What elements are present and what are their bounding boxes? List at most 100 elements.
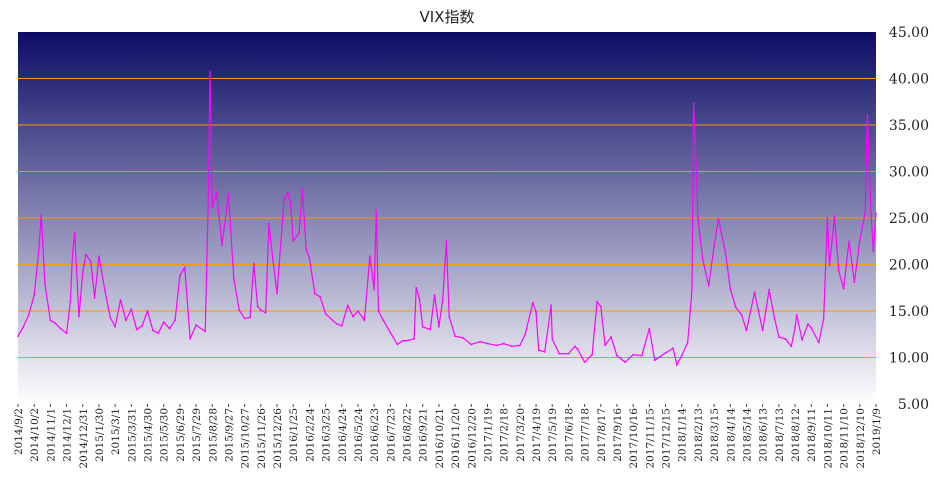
x-tick-label: 2017/12/15	[661, 408, 673, 469]
chart-title: VIX指数	[419, 8, 475, 26]
data-point	[531, 301, 534, 304]
data-point	[256, 305, 259, 308]
data-point	[178, 274, 181, 277]
data-point	[462, 337, 465, 339]
data-point	[141, 324, 144, 327]
data-point	[168, 327, 171, 330]
x-tick-label: 2018/10/11	[822, 408, 834, 469]
data-point	[243, 317, 246, 320]
data-point	[573, 345, 576, 348]
x-tick-label: 2017/3/20	[515, 408, 527, 462]
x-tick-label: 2017/9/16	[612, 408, 624, 462]
data-point	[591, 353, 594, 356]
data-point	[292, 240, 295, 243]
y-tick-label: 5.00	[898, 397, 929, 413]
y-tick-label: 35.00	[889, 118, 929, 134]
data-point	[858, 239, 861, 242]
data-point	[826, 217, 829, 219]
data-point	[717, 218, 720, 220]
x-tick-label: 2019/1/9	[871, 408, 883, 455]
data-point	[85, 253, 87, 256]
x-tick-label: 2015/3/31	[126, 408, 138, 462]
data-point	[382, 319, 385, 322]
data-point	[49, 319, 52, 322]
data-point	[195, 324, 197, 326]
data-point	[37, 252, 40, 255]
x-tick-label: 2016/11/20	[450, 408, 462, 469]
x-tick-label: 2018/11/10	[839, 408, 851, 469]
data-point	[828, 264, 831, 267]
x-tick-label: 2015/9/27	[224, 408, 236, 462]
y-tick-label: 30.00	[889, 165, 929, 181]
data-point	[640, 354, 643, 357]
data-point	[298, 231, 301, 234]
data-point	[675, 364, 678, 366]
data-point	[537, 349, 540, 351]
data-point	[795, 313, 798, 316]
x-tick-label: 2018/7/13	[774, 408, 786, 462]
x-tick-label: 2018/9/11	[806, 408, 818, 462]
data-point	[189, 338, 192, 340]
data-point	[81, 271, 84, 273]
y-tick-label: 15.00	[889, 304, 929, 320]
data-point	[433, 294, 436, 297]
data-point	[336, 323, 338, 325]
data-point	[69, 300, 72, 303]
data-point	[794, 326, 796, 329]
data-point	[495, 344, 498, 347]
data-point	[415, 286, 418, 289]
data-point	[596, 300, 598, 303]
data-point	[583, 361, 586, 364]
data-point	[510, 345, 513, 348]
data-point	[377, 310, 380, 312]
x-tick-label: 2016/3/25	[321, 408, 333, 462]
data-point	[822, 317, 825, 320]
data-point	[289, 201, 292, 204]
data-point	[27, 313, 30, 316]
data-point	[319, 296, 322, 298]
data-point	[346, 304, 349, 307]
data-point	[252, 262, 255, 265]
x-tick-label: 2014/11/1	[45, 408, 57, 462]
data-point	[470, 343, 473, 346]
data-point	[207, 189, 210, 192]
x-tick-label: 2016/5/24	[353, 408, 365, 462]
data-point	[368, 255, 371, 258]
x-tick-label: 2017/2/18	[499, 408, 511, 462]
data-point	[396, 343, 399, 346]
data-point	[729, 287, 732, 290]
data-point	[211, 206, 214, 209]
data-point	[672, 347, 674, 350]
y-tick-label: 40.00	[889, 72, 929, 88]
data-point	[454, 335, 456, 338]
x-tick-label: 2018/4/14	[725, 408, 737, 462]
data-point	[502, 342, 505, 345]
data-point	[680, 354, 683, 357]
x-tick-label: 2016/8/22	[402, 408, 414, 462]
data-point	[238, 309, 241, 311]
data-point	[479, 340, 481, 343]
data-point	[375, 209, 378, 212]
data-point	[125, 319, 127, 322]
y-tick-label: 10.00	[889, 351, 929, 367]
x-tick-label: 2017/5/19	[547, 408, 559, 462]
data-point	[152, 329, 154, 332]
data-point	[33, 294, 36, 297]
data-point	[324, 312, 327, 315]
data-point	[692, 102, 695, 105]
x-tick-label: 2018/12/10	[855, 408, 867, 469]
data-point	[119, 298, 122, 301]
y-tick-label: 45.00	[889, 25, 929, 41]
x-tick-label: 2016/7/23	[385, 408, 397, 462]
data-point	[78, 315, 80, 318]
y-tick-label: 25.00	[889, 211, 929, 227]
x-tick-label: 2014/12/1	[62, 408, 74, 462]
data-point	[146, 310, 149, 312]
data-point	[753, 291, 756, 294]
x-tick-label: 2017/4/19	[531, 408, 543, 462]
x-tick-label: 2014/12/31	[78, 408, 90, 469]
data-point	[305, 248, 308, 251]
x-tick-label: 2015/3/1	[110, 408, 122, 455]
data-point	[768, 288, 771, 291]
data-point	[429, 328, 432, 331]
